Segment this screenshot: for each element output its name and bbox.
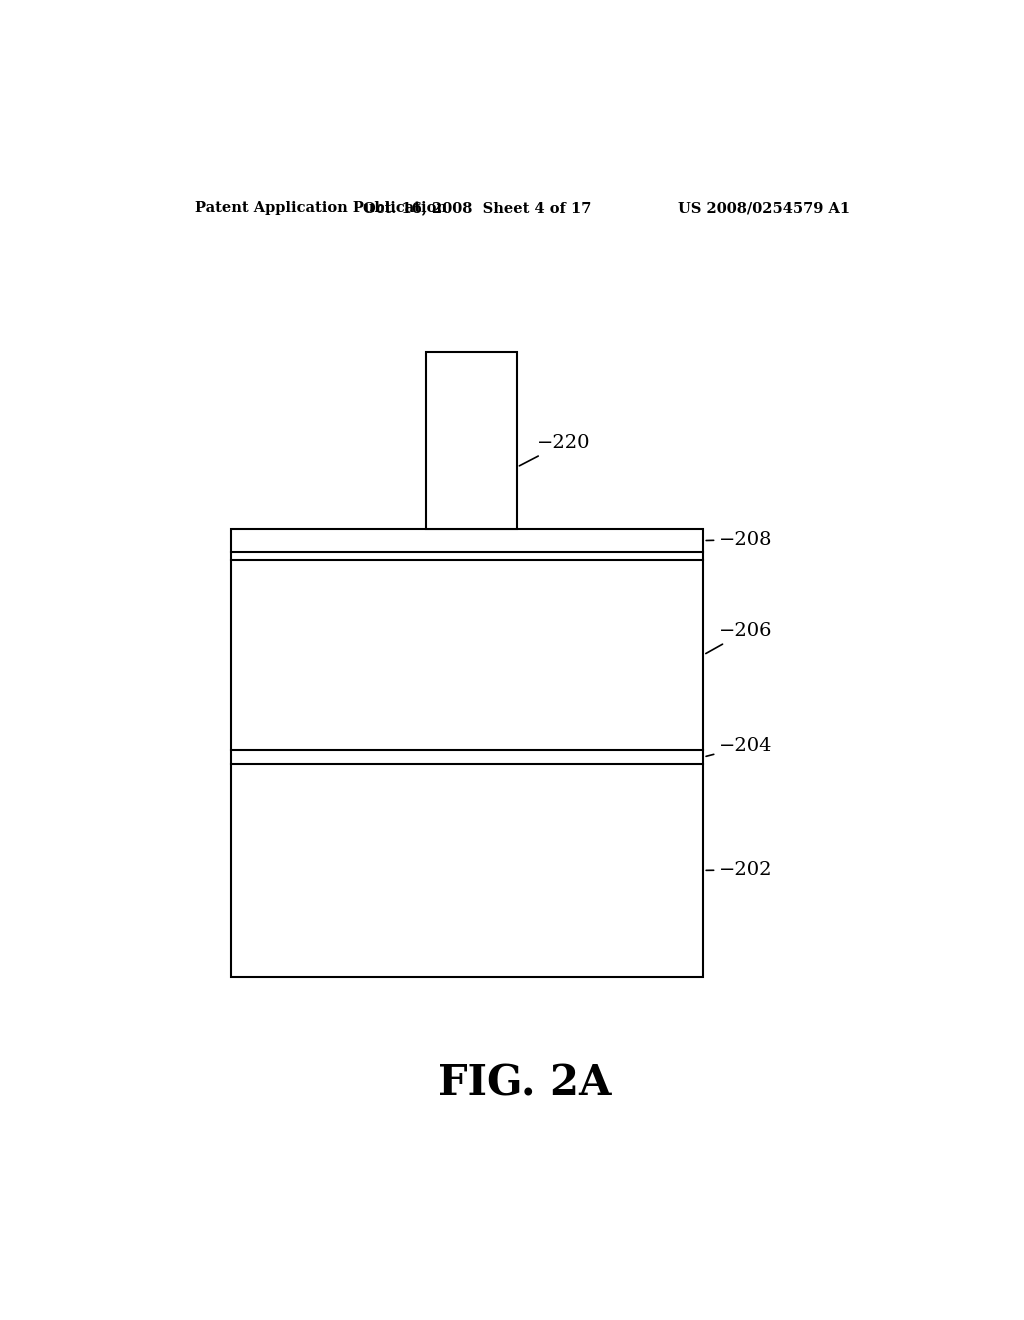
Bar: [231, 529, 703, 977]
Bar: [426, 351, 517, 529]
Text: Oct. 16, 2008  Sheet 4 of 17: Oct. 16, 2008 Sheet 4 of 17: [362, 201, 592, 215]
Text: US 2008/0254579 A1: US 2008/0254579 A1: [678, 201, 850, 215]
Text: −204: −204: [706, 737, 773, 756]
Text: −220: −220: [519, 434, 590, 466]
Text: Patent Application Publication: Patent Application Publication: [196, 201, 447, 215]
Text: −206: −206: [706, 622, 773, 653]
Text: −208: −208: [707, 531, 773, 549]
Text: −202: −202: [707, 861, 773, 879]
Text: FIG. 2A: FIG. 2A: [438, 1063, 611, 1105]
